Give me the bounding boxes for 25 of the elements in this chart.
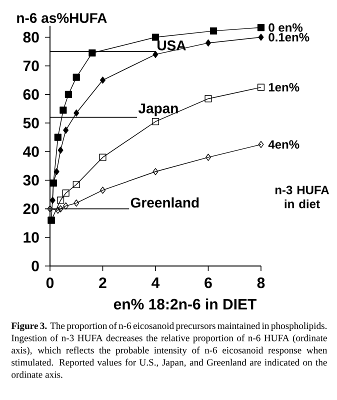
text: Figure 3. The proportion of n-6 eicosanoid precursors maintained in phospholipids. Ingestion of n-3 HUFA decreases the relative proportion of n-6 HUFA (ordinate axis), which reflects the probable intensity of n-6 eicosanoid response when stimulated. Reported values for U.S., Japan, and Greenland are indicated on the ordinate axis. <box>11 322 328 378</box>
y-tick-label: 10 <box>24 232 39 243</box>
series-label: 1en% <box>268 83 300 92</box>
y-tick-label: 0 <box>32 260 39 272</box>
legend-title: n-3 HUFA in diet <box>275 186 330 208</box>
x-tick-label: 6 <box>204 278 212 288</box>
y-tick-label: 30 <box>23 174 39 186</box>
y-tick-label: 70 <box>23 60 39 72</box>
x-tick-label: 0 <box>46 278 54 288</box>
ref-line-label: USA <box>158 40 186 50</box>
ref-line-label: Japan <box>138 104 178 116</box>
x-tick-label: 2 <box>99 278 106 288</box>
x-axis-title: en% 18:2n-6 in DIET <box>114 298 256 310</box>
y-tick-label: 80 <box>23 32 39 43</box>
series-label: 0 en% <box>268 23 303 32</box>
y-tick-label: 40 <box>23 146 39 157</box>
series-label: 0.1en% <box>268 33 310 42</box>
x-tick-label: 4 <box>152 278 160 288</box>
y-tick-label: 50 <box>23 118 39 128</box>
y-tick-label: 60 <box>23 89 39 100</box>
y-axis-title: n-6 as%HUFA <box>17 13 107 23</box>
y-tick-label: 20 <box>23 204 39 214</box>
series-label: 4en% <box>268 140 300 149</box>
ref-line-label: Greenland <box>130 197 199 208</box>
x-tick-label: 8 <box>257 278 265 288</box>
